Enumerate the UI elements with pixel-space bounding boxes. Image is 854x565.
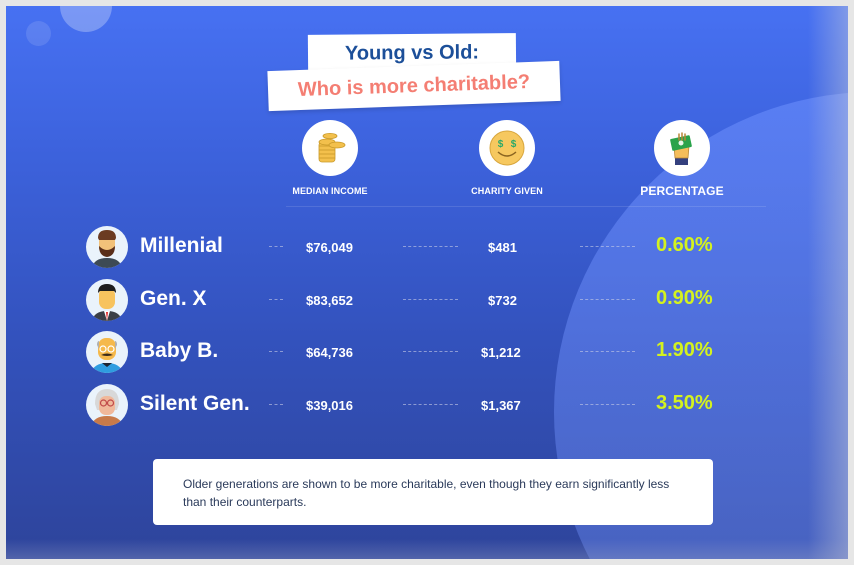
row-connector — [580, 246, 635, 247]
svg-text:$: $ — [511, 139, 517, 150]
percentage-value: 1.90% — [656, 339, 713, 361]
businessman-avatar — [86, 279, 128, 321]
conclusion-note: Older generations are shown to be more c… — [153, 459, 713, 525]
coins-icon — [302, 120, 358, 176]
decor-edge-fade — [808, 6, 848, 559]
charity-given-value: $481 — [488, 240, 517, 255]
header-divider — [286, 206, 766, 207]
row-connector — [580, 299, 635, 300]
row-connector — [269, 351, 283, 352]
row-connector — [403, 299, 458, 300]
percentage-value: 0.60% — [656, 234, 713, 256]
row-connector — [403, 246, 458, 247]
table-row: Millenial $76,049 $481 0.60% — [86, 226, 786, 270]
money-eyes-smiley-icon: $ $ — [479, 120, 535, 176]
column-header-median-income: MEDIAN INCOME — [265, 120, 395, 196]
hand-holding-cash-icon — [654, 120, 710, 176]
median-income-value: $76,049 — [306, 240, 353, 255]
row-connector — [269, 299, 283, 300]
elderly-woman-avatar — [86, 384, 128, 426]
row-connector — [269, 246, 283, 247]
svg-text:$: $ — [498, 139, 504, 150]
median-income-value: $39,016 — [306, 398, 353, 413]
charity-given-value: $732 — [488, 293, 517, 308]
generation-name: Millenial — [140, 234, 223, 257]
decor-edge-fade — [6, 539, 848, 559]
table-row: Gen. X $83,652 $732 0.90% — [86, 279, 786, 323]
median-income-value: $83,652 — [306, 293, 353, 308]
row-connector — [403, 404, 458, 405]
column-header-charity-given: $ $ CHARITY GIVEN — [442, 120, 572, 196]
generation-name: Silent Gen. — [140, 392, 250, 415]
bald-man-glasses-avatar — [86, 331, 128, 373]
generation-name: Baby B. — [140, 339, 219, 362]
table-row: Silent Gen. $39,016 $1,367 3.50% — [86, 384, 786, 428]
infographic-canvas: Young vs Old: Who is more charitable? ME… — [6, 6, 848, 559]
column-label: CHARITY GIVEN — [471, 186, 543, 196]
percentage-value: 3.50% — [656, 392, 713, 414]
percentage-value: 0.90% — [656, 287, 713, 309]
column-label: PERCENTAGE — [640, 184, 724, 198]
median-income-value: $64,736 — [306, 345, 353, 360]
bearded-man-avatar — [86, 226, 128, 268]
charity-given-value: $1,212 — [481, 345, 521, 360]
table-row: Baby B. $64,736 $1,212 1.90% — [86, 331, 786, 375]
column-label: MEDIAN INCOME — [292, 186, 368, 196]
row-connector — [269, 404, 283, 405]
row-connector — [580, 351, 635, 352]
row-connector — [580, 404, 635, 405]
generation-name: Gen. X — [140, 287, 207, 310]
decor-bubble — [60, 6, 112, 32]
column-header-percentage: PERCENTAGE — [617, 120, 747, 198]
charity-given-value: $1,367 — [481, 398, 521, 413]
decor-bubble — [26, 21, 51, 46]
row-connector — [403, 351, 458, 352]
